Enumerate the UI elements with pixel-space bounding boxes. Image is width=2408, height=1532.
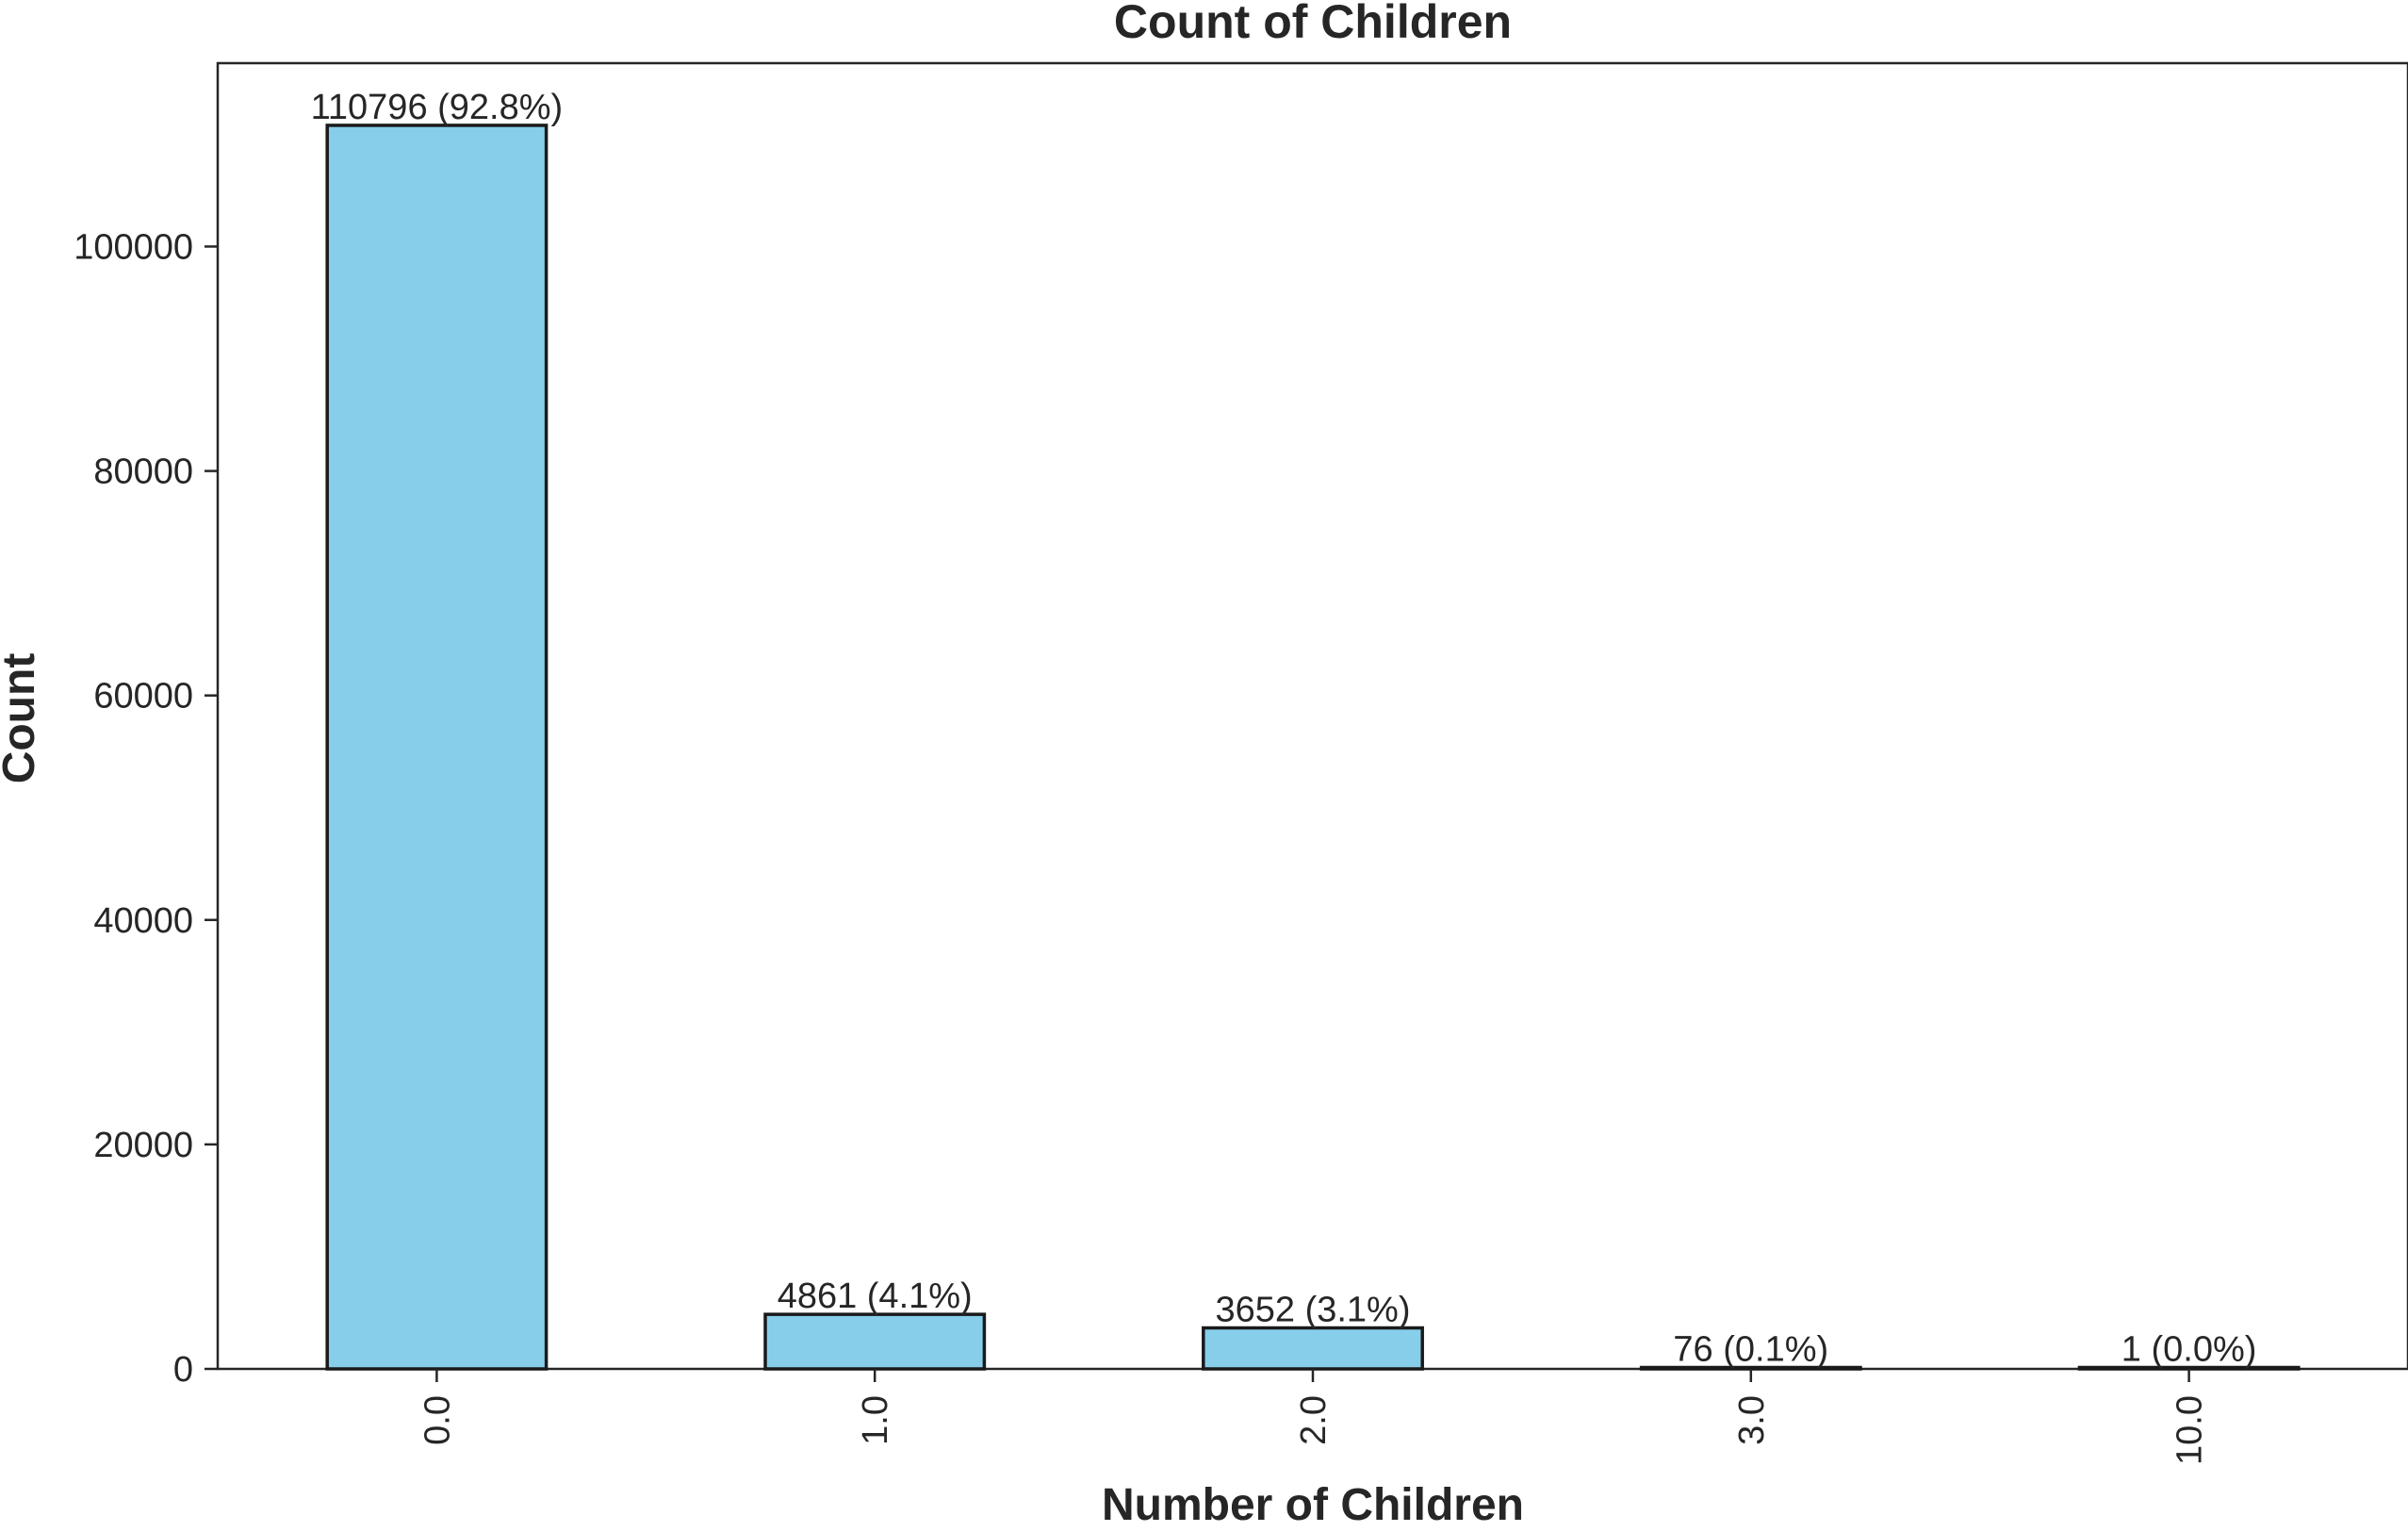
y-tick-label: 0 xyxy=(173,1350,193,1390)
y-tick-label: 40000 xyxy=(93,901,193,941)
y-tick-label: 60000 xyxy=(93,677,193,717)
y-tick-label: 100000 xyxy=(74,227,193,267)
plot-area: 0 20000 40000 60000 80000 100000 110796 (92.8%… xyxy=(74,61,2408,1465)
bar-value-label: 110796 (92.8%) xyxy=(311,88,564,127)
x-axis-label: Number of Children xyxy=(1102,1480,1524,1530)
bar-value-label: 3652 (3.1%) xyxy=(1215,1291,1410,1330)
x-tick-label: 1.0 xyxy=(856,1395,895,1445)
bar xyxy=(763,1312,987,1371)
x-tick-label: 3.0 xyxy=(1732,1395,1772,1445)
bar-value-label: 4861 (4.1%) xyxy=(778,1277,973,1316)
y-axis-label: Count xyxy=(0,653,44,784)
bar-value-label: 76 (0.1%) xyxy=(1673,1330,1828,1370)
y-tick-label: 20000 xyxy=(93,1126,193,1165)
bar xyxy=(325,124,549,1371)
y-tick-label: 80000 xyxy=(93,453,193,492)
x-tick-label: 0.0 xyxy=(418,1395,457,1445)
chart-title: Count of Children xyxy=(1114,0,1512,48)
bar xyxy=(1202,1326,1424,1371)
x-tick-label: 2.0 xyxy=(1294,1395,1334,1445)
x-tick-label: 10.0 xyxy=(2170,1395,2210,1465)
bar-value-label: 1 (0.0%) xyxy=(2121,1330,2257,1370)
